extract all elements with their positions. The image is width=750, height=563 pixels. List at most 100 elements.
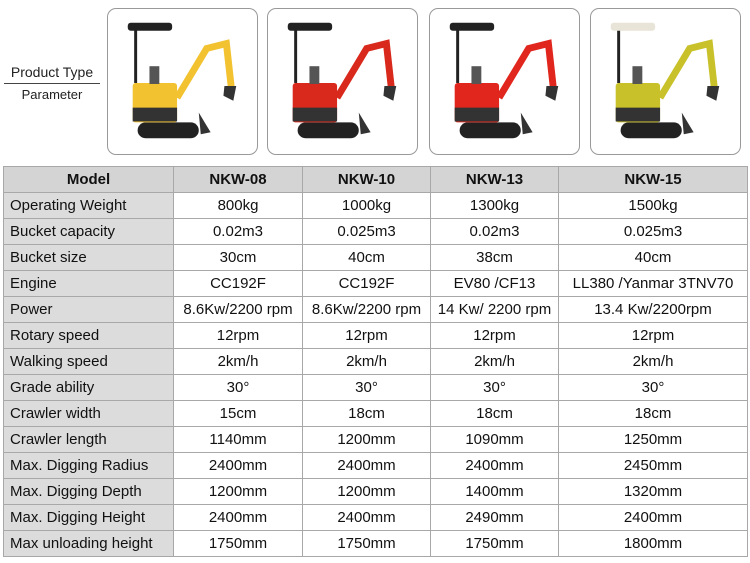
table-row: Max. Digging Radius 2400mm 2400mm 2400mm 245…: [3, 452, 748, 479]
cell-value: 1800mm: [558, 530, 748, 557]
cell-value: 1000kg: [302, 192, 431, 219]
header-model-nkw-15: NKW-15: [558, 166, 748, 193]
cell-value: 2450mm: [558, 452, 748, 479]
product-type-label: Product Type: [4, 64, 100, 84]
cell-value: 0.025m3: [302, 218, 431, 245]
cell-value: 2km/h: [430, 348, 559, 375]
cell-value: 2490mm: [430, 504, 559, 531]
cell-value: LL380 /Yanmar 3TNV70: [558, 270, 748, 297]
excavator-image-1: [107, 8, 258, 155]
header-model-nkw-10: NKW-10: [302, 166, 431, 193]
cell-value: 2km/h: [302, 348, 431, 375]
cell-value: 8.6Kw/2200 rpm: [302, 296, 431, 323]
cell-value: EV80 /CF13: [430, 270, 559, 297]
table-row: Max unloading height 1750mm 1750mm 1750mm 18…: [3, 530, 748, 557]
cell-value: 30°: [430, 374, 559, 401]
cell-value: 30°: [173, 374, 303, 401]
excavator-image-3: [429, 8, 580, 155]
row-label: Rotary speed: [3, 322, 174, 349]
excavator-image-2: [267, 8, 418, 155]
table-row: Operating Weight 800kg 1000kg 1300kg 1500kg: [3, 192, 748, 219]
cell-value: 30cm: [173, 244, 303, 271]
cell-value: 2400mm: [302, 452, 431, 479]
row-label: Grade ability: [3, 374, 174, 401]
row-label: Walking speed: [3, 348, 174, 375]
cell-value: 1320mm: [558, 478, 748, 505]
cell-value: 1090mm: [430, 426, 559, 453]
cell-value: 8.6Kw/2200 rpm: [173, 296, 303, 323]
cell-value: 1140mm: [173, 426, 303, 453]
table-row: Crawler length 1140mm 1200mm 1090mm 1250mm: [3, 426, 748, 453]
cell-value: 0.02m3: [430, 218, 559, 245]
cell-value: 1200mm: [302, 426, 431, 453]
cell-value: 1750mm: [430, 530, 559, 557]
cell-value: 0.02m3: [173, 218, 303, 245]
cell-value: 18cm: [302, 400, 431, 427]
cell-value: 1400mm: [430, 478, 559, 505]
row-label: Power: [3, 296, 174, 323]
cell-value: 30°: [302, 374, 431, 401]
excavator-illustration: [449, 22, 559, 139]
row-label: Crawler width: [3, 400, 174, 427]
cell-value: 18cm: [430, 400, 559, 427]
cell-value: 14 Kw/ 2200 rpm: [430, 296, 559, 323]
cell-value: 1250mm: [558, 426, 748, 453]
cell-value: 12rpm: [173, 322, 303, 349]
cell-value: 0.025m3: [558, 218, 748, 245]
row-label: Max unloading height: [3, 530, 174, 557]
cell-value: 1200mm: [302, 478, 431, 505]
table-row: Engine CC192F CC192F EV80 /CF13 LL380 /Yanma…: [3, 270, 748, 297]
table-header-row: Model NKW-08 NKW-10 NKW-13 NKW-15: [3, 166, 748, 193]
table-row: Rotary speed 12rpm 12rpm 12rpm 12rpm: [3, 322, 748, 349]
cell-value: 30°: [558, 374, 748, 401]
table-row: Walking speed 2km/h 2km/h 2km/h 2km/h: [3, 348, 748, 375]
row-label: Max. Digging Depth: [3, 478, 174, 505]
cell-value: 2400mm: [430, 452, 559, 479]
row-label: Engine: [3, 270, 174, 297]
cell-value: 38cm: [430, 244, 559, 271]
cell-value: 15cm: [173, 400, 303, 427]
table-row: Power 8.6Kw/2200 rpm 8.6Kw/2200 rpm 14 Kw/ …: [3, 296, 748, 323]
parameter-label: Parameter: [21, 87, 83, 102]
cell-value: 2km/h: [558, 348, 748, 375]
row-label: Bucket capacity: [3, 218, 174, 245]
excavator-illustration: [127, 22, 237, 139]
cell-value: 1750mm: [302, 530, 431, 557]
header-model-nkw-08: NKW-08: [173, 166, 303, 193]
spec-table: Model NKW-08 NKW-10 NKW-13 NKW-15 Operating W…: [3, 166, 748, 557]
row-label: Bucket size: [3, 244, 174, 271]
cell-value: 12rpm: [302, 322, 431, 349]
cell-value: 2400mm: [173, 504, 303, 531]
cell-value: CC192F: [302, 270, 431, 297]
cell-value: 12rpm: [558, 322, 748, 349]
table-row: Bucket capacity 0.02m3 0.025m3 0.02m3 0.025m…: [3, 218, 748, 245]
cell-value: 2400mm: [558, 504, 748, 531]
cell-value: 40cm: [302, 244, 431, 271]
table-row: Max. Digging Depth 1200mm 1200mm 1400mm 1320…: [3, 478, 748, 505]
cell-value: 1750mm: [173, 530, 303, 557]
row-label: Crawler length: [3, 426, 174, 453]
cell-value: 800kg: [173, 192, 303, 219]
excavator-image-4: [590, 8, 741, 155]
cell-value: 1500kg: [558, 192, 748, 219]
row-label: Max. Digging Radius: [3, 452, 174, 479]
header-model: Model: [3, 166, 174, 193]
cell-value: 1300kg: [430, 192, 559, 219]
cell-value: 18cm: [558, 400, 748, 427]
table-row: Crawler width 15cm 18cm 18cm 18cm: [3, 400, 748, 427]
table-row: Grade ability 30° 30° 30° 30°: [3, 374, 748, 401]
product-type-parameter-label: Product Type Parameter: [4, 64, 100, 102]
table-row: Max. Digging Height 2400mm 2400mm 2490mm 240…: [3, 504, 748, 531]
excavator-illustration: [287, 22, 397, 139]
row-label: Max. Digging Height: [3, 504, 174, 531]
cell-value: CC192F: [173, 270, 303, 297]
cell-value: 2km/h: [173, 348, 303, 375]
table-row: Bucket size 30cm 40cm 38cm 40cm: [3, 244, 748, 271]
row-label: Operating Weight: [3, 192, 174, 219]
header-model-nkw-13: NKW-13: [430, 166, 559, 193]
excavator-illustration: [610, 22, 720, 139]
cell-value: 2400mm: [173, 452, 303, 479]
cell-value: 1200mm: [173, 478, 303, 505]
cell-value: 13.4 Kw/2200rpm: [558, 296, 748, 323]
cell-value: 12rpm: [430, 322, 559, 349]
